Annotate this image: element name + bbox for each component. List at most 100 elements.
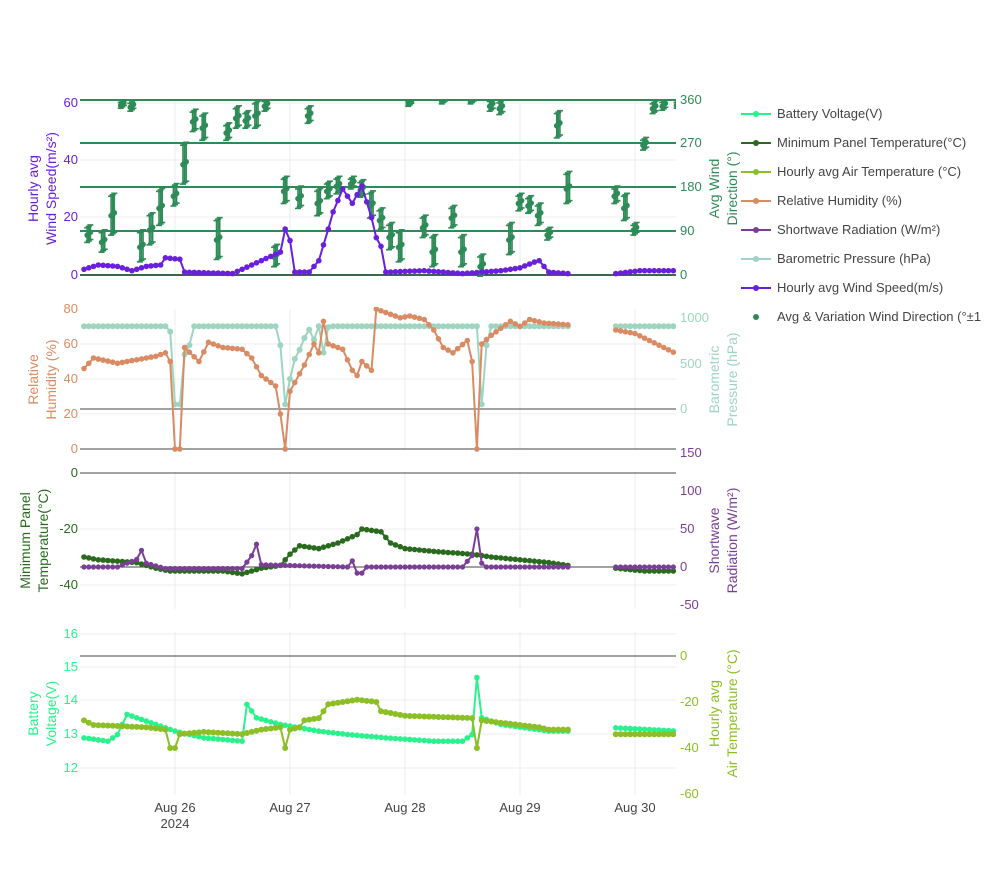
air_temp-point: [176, 731, 183, 738]
humidity-point: [565, 322, 571, 328]
wind_speed-point: [637, 267, 643, 274]
shortwave-point: [205, 565, 212, 572]
panel_temp-point: [474, 552, 480, 558]
panel_temp-point: [119, 558, 126, 565]
temp_radiation-right-tick: 100: [680, 483, 702, 498]
shortwave-point: [335, 564, 341, 570]
x-tick-label-2: Aug 28: [384, 800, 425, 815]
shortwave-point: [440, 564, 446, 570]
shortwave-point: [431, 564, 437, 570]
humidity-point: [464, 337, 471, 344]
panel_temp-point: [526, 557, 533, 564]
wind-dir-point: [389, 231, 396, 238]
air_temp-point: [430, 713, 437, 720]
humidity-point: [363, 363, 370, 369]
wind_speed-point: [301, 269, 308, 275]
battery-point: [196, 733, 202, 740]
humidity-point: [129, 357, 135, 364]
pressure-point: [81, 323, 87, 330]
pressure-point: [248, 323, 255, 330]
shortwave-point: [397, 564, 403, 570]
wind_speed-point: [431, 268, 437, 275]
air_temp-point: [521, 722, 528, 729]
wind-dir-point: [408, 100, 415, 104]
pressure-point: [339, 323, 346, 330]
wind_speed-point: [555, 270, 562, 276]
pressure-point: [210, 323, 217, 330]
wind-dir-point: [216, 234, 223, 240]
panel_temp-point: [244, 569, 250, 576]
humidity_pressure-left-axis-title: Relative: [25, 354, 41, 405]
air_temp-point: [253, 727, 260, 734]
pressure-point: [124, 323, 131, 330]
wind-dir-point: [87, 229, 94, 236]
air_temp-point: [148, 724, 154, 731]
wind_speed-point: [201, 269, 207, 276]
air_temp-point: [196, 729, 202, 736]
pressure-point: [330, 323, 337, 330]
humidity-point: [421, 316, 428, 323]
wind_speed-point: [253, 260, 260, 266]
battery-point: [124, 711, 130, 718]
humidity-point: [292, 379, 298, 386]
air_temp-point: [354, 696, 361, 703]
wind_speed-point: [359, 183, 365, 189]
panel_temp-point: [287, 551, 293, 557]
wind-dir-point: [652, 103, 659, 109]
battery_air-left-tick: 14: [64, 692, 78, 707]
legend-swatch-marker: [753, 140, 759, 146]
pressure-line: [84, 322, 568, 406]
shortwave-point: [95, 564, 101, 570]
air_temp-point: [632, 731, 638, 738]
battery-point: [172, 728, 178, 734]
air_temp-point: [143, 724, 150, 731]
wind_speed-point: [378, 243, 384, 250]
wind_speed-point: [172, 255, 178, 262]
pressure-point: [167, 328, 174, 335]
air_temp-point: [636, 731, 643, 738]
air_temp-point: [478, 717, 485, 724]
shortwave-point: [373, 564, 379, 570]
humidity-point: [387, 311, 394, 318]
humidity-point: [263, 376, 269, 382]
pressure-point: [354, 323, 361, 330]
shortwave-point: [172, 565, 178, 572]
battery-point: [86, 735, 92, 742]
pressure-point: [263, 323, 269, 330]
pressure-point: [478, 401, 485, 408]
humidity-point: [224, 345, 231, 351]
wind_speed-point: [148, 263, 154, 269]
wind_speed-point: [181, 269, 188, 275]
air_temp-point: [138, 724, 145, 731]
shortwave-point: [392, 564, 398, 570]
pressure-point: [449, 323, 456, 330]
air_temp-point: [656, 731, 662, 738]
humidity-point: [90, 355, 97, 361]
shortwave-point: [565, 564, 571, 570]
air_temp-point: [531, 723, 538, 730]
humidity-point: [109, 359, 116, 366]
panel_temp-point: [114, 558, 121, 564]
wind_speed-point: [86, 265, 92, 271]
shortwave-point: [268, 562, 274, 568]
panel_temp-point: [411, 546, 418, 553]
humidity-point: [431, 327, 437, 333]
pressure-point: [296, 346, 303, 353]
shortwave-point: [546, 564, 552, 570]
panel_temp-point: [502, 555, 509, 562]
pressure-point: [219, 323, 226, 330]
battery-point: [641, 726, 648, 733]
humidity-point: [124, 358, 130, 365]
x-tick-label-3: Aug 29: [499, 800, 540, 815]
shortwave-point: [134, 556, 140, 563]
air_temp-point: [205, 729, 212, 736]
battery_air-right-tick: -20: [680, 694, 699, 709]
wind_speed-point: [622, 269, 629, 276]
shortwave-point: [186, 565, 192, 572]
wind_speed-point: [560, 270, 566, 277]
pressure-point: [526, 323, 533, 330]
wind-dir-point: [336, 180, 343, 187]
air_temp-point: [277, 724, 284, 731]
air_temp-series: [81, 696, 676, 751]
panel_temp-point: [320, 544, 327, 550]
